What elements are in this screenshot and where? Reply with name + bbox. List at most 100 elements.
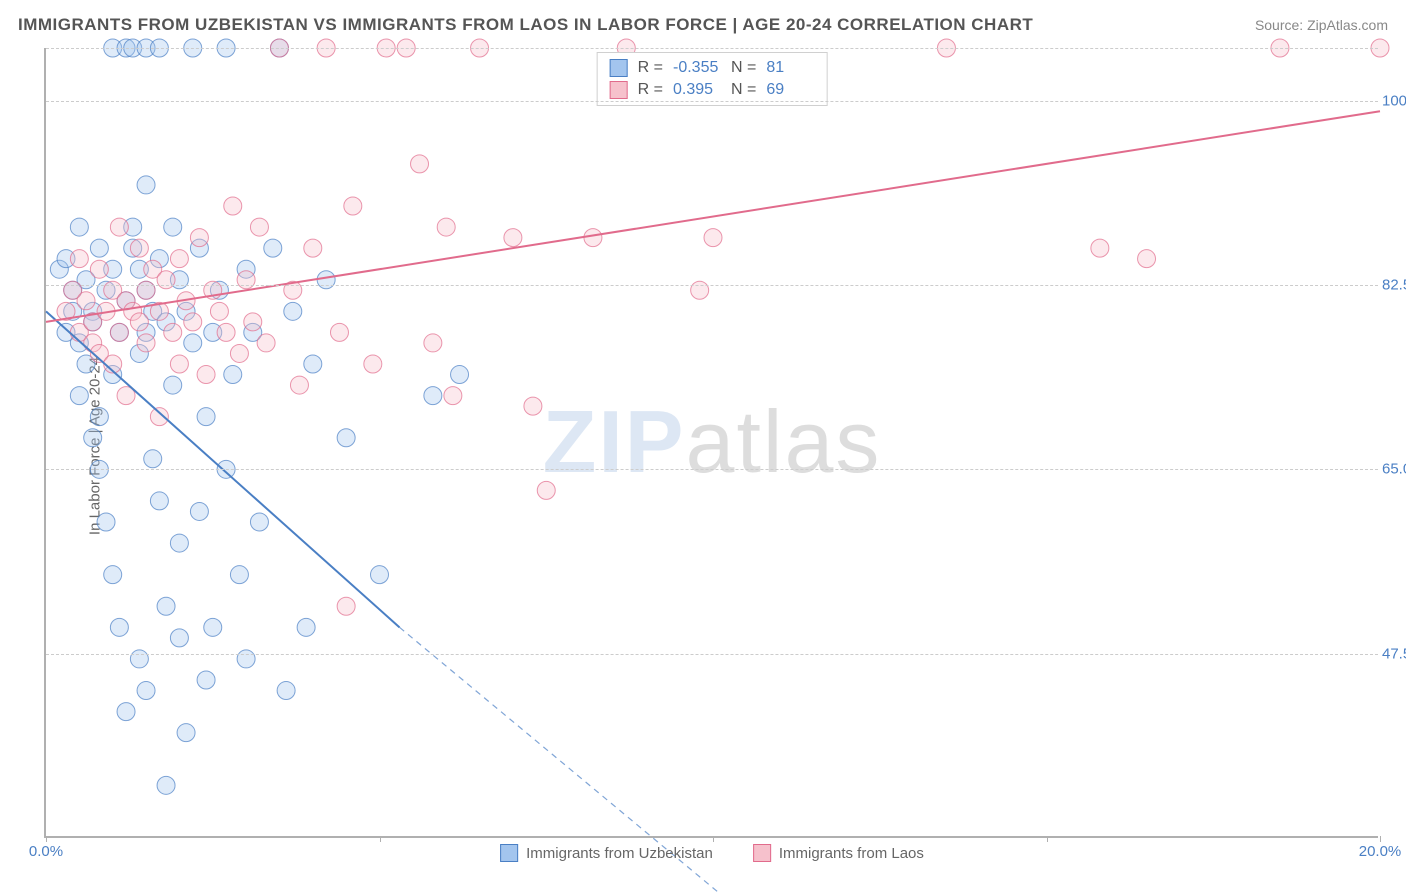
data-point (130, 239, 148, 257)
y-tick-label: 82.5% (1382, 277, 1406, 294)
data-point (304, 355, 322, 373)
data-point (237, 271, 255, 289)
y-tick-label: 65.0% (1382, 461, 1406, 478)
data-point (250, 218, 268, 236)
data-point (70, 387, 88, 405)
data-point (330, 323, 348, 341)
data-point (337, 429, 355, 447)
data-point (304, 239, 322, 257)
gridline-h (46, 48, 1378, 49)
data-point (224, 197, 242, 215)
stats-row-series-1: R = -0.355 N = 81 (610, 57, 815, 79)
y-tick-label: 47.5% (1382, 645, 1406, 662)
x-tick-label: 0.0% (29, 843, 63, 860)
x-tick-mark (1380, 836, 1381, 842)
legend-item-2: Immigrants from Laos (753, 844, 924, 862)
gridline-h (46, 654, 1378, 655)
legend-swatch-1 (500, 844, 518, 862)
data-point (70, 250, 88, 268)
data-point (224, 366, 242, 384)
x-tick-mark (713, 836, 714, 842)
stats-r-value-1: -0.355 (673, 59, 721, 77)
stats-r-value-2: 0.395 (673, 81, 721, 99)
data-point (584, 229, 602, 247)
data-point (90, 239, 108, 257)
data-point (317, 271, 335, 289)
stats-r-label: R = (638, 81, 663, 99)
data-point (170, 355, 188, 373)
data-point (204, 618, 222, 636)
legend-item-1: Immigrants from Uzbekistan (500, 844, 713, 862)
data-point (284, 302, 302, 320)
data-point (411, 155, 429, 173)
data-point (424, 334, 442, 352)
stats-swatch-2 (610, 81, 628, 99)
data-point (170, 629, 188, 647)
data-point (157, 597, 175, 615)
trend-line (46, 111, 1380, 322)
source-attribution: Source: ZipAtlas.com (1255, 17, 1388, 33)
x-tick-label: 20.0% (1359, 843, 1402, 860)
gridline-h (46, 469, 1378, 470)
plot-area: ZIPatlas R = -0.355 N = 81 R = 0.395 N =… (44, 48, 1378, 838)
data-point (444, 387, 462, 405)
y-tick-label: 100.0% (1382, 92, 1406, 109)
data-point (371, 566, 389, 584)
data-point (197, 366, 215, 384)
data-point (257, 334, 275, 352)
data-point (90, 408, 108, 426)
chart-header: IMMIGRANTS FROM UZBEKISTAN VS IMMIGRANTS… (18, 10, 1388, 40)
data-point (344, 197, 362, 215)
stats-n-label: N = (731, 81, 756, 99)
data-point (190, 229, 208, 247)
stats-n-label: N = (731, 59, 756, 77)
data-point (197, 408, 215, 426)
data-point (110, 218, 128, 236)
data-point (524, 397, 542, 415)
data-point (150, 408, 168, 426)
gridline-h (46, 101, 1378, 102)
data-point (290, 376, 308, 394)
data-point (137, 334, 155, 352)
data-point (217, 323, 235, 341)
stats-swatch-1 (610, 59, 628, 77)
stats-row-series-2: R = 0.395 N = 69 (610, 79, 815, 101)
data-point (137, 176, 155, 194)
data-point (691, 281, 709, 299)
data-point (170, 250, 188, 268)
x-tick-mark (380, 836, 381, 842)
correlation-stats-box: R = -0.355 N = 81 R = 0.395 N = 69 (597, 52, 828, 106)
data-point (164, 376, 182, 394)
data-point (110, 618, 128, 636)
x-tick-mark (1047, 836, 1048, 842)
data-point (177, 724, 195, 742)
data-point (237, 650, 255, 668)
data-point (504, 229, 522, 247)
data-point (337, 597, 355, 615)
data-point (117, 703, 135, 721)
data-point (244, 313, 262, 331)
data-point (164, 218, 182, 236)
data-point (1091, 239, 1109, 257)
data-point (90, 260, 108, 278)
gridline-h (46, 285, 1378, 286)
data-point (230, 344, 248, 362)
data-point (137, 682, 155, 700)
data-point (150, 492, 168, 510)
legend-label-1: Immigrants from Uzbekistan (526, 845, 713, 862)
x-tick-mark (46, 836, 47, 842)
data-point (424, 387, 442, 405)
data-point (184, 334, 202, 352)
chart-canvas (46, 48, 1378, 836)
data-point (170, 534, 188, 552)
data-point (704, 229, 722, 247)
data-point (190, 502, 208, 520)
data-point (110, 323, 128, 341)
data-point (84, 429, 102, 447)
data-point (130, 313, 148, 331)
stats-n-value-1: 81 (766, 59, 814, 77)
legend-label-2: Immigrants from Laos (779, 845, 924, 862)
data-point (537, 481, 555, 499)
data-point (437, 218, 455, 236)
legend-swatch-2 (753, 844, 771, 862)
